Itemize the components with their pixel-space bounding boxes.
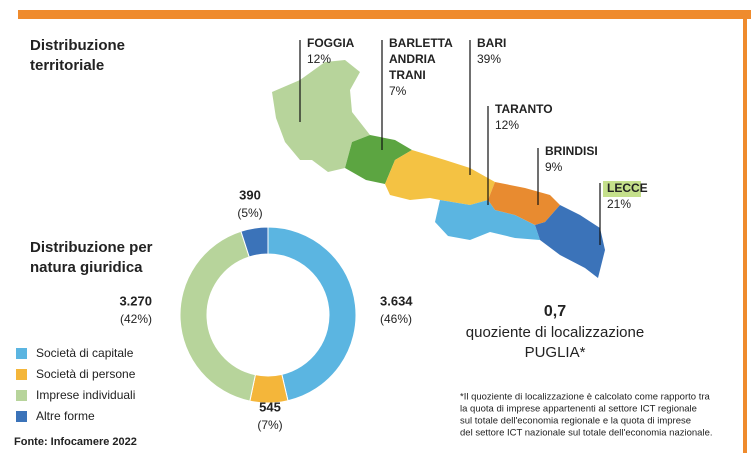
top-bar bbox=[18, 10, 751, 19]
province-bat bbox=[345, 135, 412, 184]
province-name: FOGGIA bbox=[307, 36, 355, 50]
value-label: 390 bbox=[239, 187, 261, 202]
province-share: 9% bbox=[545, 160, 563, 174]
province-foggia bbox=[272, 60, 370, 172]
donut-slice bbox=[267, 226, 357, 402]
legend-label: Società di capitale bbox=[36, 346, 134, 360]
highlight bbox=[603, 181, 641, 197]
legend-swatch bbox=[16, 369, 27, 380]
province-name: TRANI bbox=[389, 68, 426, 82]
province-lecce bbox=[535, 205, 605, 278]
title: Distribuzione bbox=[30, 37, 125, 54]
source: Fonte: Infocamere 2022 bbox=[14, 436, 137, 448]
legend-label: Società di persone bbox=[36, 367, 136, 381]
province-share: 7% bbox=[389, 84, 407, 98]
legend-swatch bbox=[16, 348, 27, 359]
province-bari bbox=[385, 150, 495, 205]
share-label: (5%) bbox=[237, 206, 262, 220]
footnote: *Il quoziente di localizzazione è calcol… bbox=[460, 392, 710, 403]
province-name: TARANTO bbox=[495, 102, 553, 116]
side-bar bbox=[743, 10, 747, 453]
province-share: 12% bbox=[307, 52, 331, 66]
legend-swatch bbox=[16, 411, 27, 422]
province-brindisi bbox=[488, 182, 560, 225]
legend-label: Altre forme bbox=[36, 409, 95, 423]
title: Distribuzione per bbox=[30, 239, 153, 256]
quotient-region: PUGLIA* bbox=[525, 344, 586, 361]
province-share: 21% bbox=[607, 197, 631, 211]
share-label: (46%) bbox=[380, 312, 412, 326]
province-name: BRINDISI bbox=[545, 144, 598, 158]
donut bbox=[179, 226, 357, 404]
province-name: BARLETTA bbox=[389, 36, 453, 50]
donut-slice bbox=[179, 230, 256, 402]
province-taranto bbox=[435, 200, 540, 240]
quotient-value: 0,7 bbox=[544, 303, 566, 320]
province-share: 12% bbox=[495, 118, 519, 132]
province-share: 39% bbox=[477, 52, 501, 66]
footnote: sul totale dell'economia regionale e la … bbox=[460, 416, 691, 427]
province-name: BARI bbox=[477, 36, 506, 50]
map bbox=[272, 60, 605, 278]
quotient-label: quoziente di localizzazione bbox=[466, 324, 644, 341]
footnote: la quota di imprese appartenenti al sett… bbox=[460, 404, 697, 415]
legend-label: Imprese individuali bbox=[36, 388, 135, 402]
donut-slice bbox=[240, 226, 269, 258]
share-label: (42%) bbox=[120, 312, 152, 326]
title: territoriale bbox=[30, 57, 104, 74]
share-label: (7%) bbox=[257, 418, 282, 432]
title: natura giuridica bbox=[30, 259, 143, 276]
province-name: LECCE bbox=[607, 181, 648, 195]
legend-swatch bbox=[16, 390, 27, 401]
value-label: 545 bbox=[259, 399, 281, 414]
province-name: ANDRIA bbox=[389, 52, 436, 66]
value-label: 3.634 bbox=[380, 293, 413, 308]
footnote: del settore ICT nazionale sul totale del… bbox=[460, 428, 713, 439]
value-label: 3.270 bbox=[119, 293, 152, 308]
